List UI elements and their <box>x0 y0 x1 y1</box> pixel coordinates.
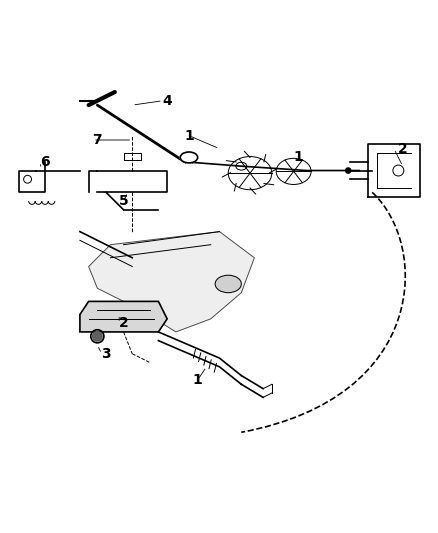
Text: 6: 6 <box>40 155 49 169</box>
Text: 2: 2 <box>397 142 406 156</box>
Ellipse shape <box>92 332 102 341</box>
Polygon shape <box>88 232 254 332</box>
Ellipse shape <box>180 152 197 163</box>
Text: 2: 2 <box>118 316 128 330</box>
Text: 1: 1 <box>293 150 302 165</box>
Text: 7: 7 <box>92 133 102 147</box>
Ellipse shape <box>345 168 350 173</box>
Ellipse shape <box>215 275 241 293</box>
Text: 4: 4 <box>162 94 172 108</box>
Text: 1: 1 <box>184 128 194 143</box>
Text: 1: 1 <box>192 373 202 387</box>
Text: 3: 3 <box>101 347 111 361</box>
Polygon shape <box>80 301 167 332</box>
Text: 5: 5 <box>118 194 128 208</box>
